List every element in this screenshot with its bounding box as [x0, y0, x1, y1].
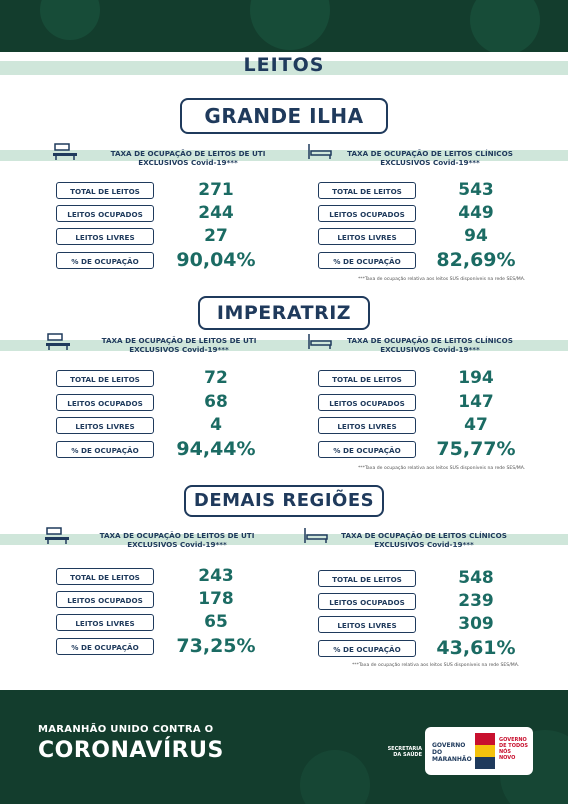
virus-decoration: [300, 750, 370, 804]
secretaria-label: SECRETARIA DA SAÚDE: [387, 746, 422, 758]
clinicos-ocupacao-value: 75,77%: [436, 438, 516, 460]
clinical-bed-icon: [308, 144, 332, 159]
row-label-livres: LEITOS LIVRES: [56, 614, 154, 631]
uti-total-value: 72: [204, 368, 228, 388]
title-bar: [0, 61, 568, 75]
category-bar: [0, 150, 568, 161]
row-label-livres: LEITOS LIVRES: [56, 417, 154, 434]
uti-livres-value: 4: [210, 415, 222, 435]
clinicos-ocupacao-value: 43,61%: [436, 637, 516, 659]
row-label-ocupados: LEITOS OCUPADOS: [56, 591, 154, 608]
row-label-ocupacao: % DE OCUPAÇÃO: [56, 252, 154, 269]
clinicos-total-value: 543: [458, 180, 494, 200]
row-label-total: TOTAL DE LEITOS: [56, 182, 154, 199]
uti-category-label: TAXA DE OCUPAÇÃO DE LEITOS DE UTI EXCLUS…: [110, 149, 266, 167]
row-label-ocupados: LEITOS OCUPADOS: [318, 205, 416, 222]
clinicos-total-value: 548: [458, 568, 494, 588]
uti-ocupados-value: 244: [198, 203, 234, 223]
row-label-livres: LEITOS LIVRES: [318, 228, 416, 245]
region-title: DEMAIS REGIÕES: [184, 485, 384, 517]
icu-bed-icon: [46, 333, 70, 350]
region-title: IMPERATRIZ: [198, 296, 370, 330]
clinical-bed-icon: [304, 528, 328, 543]
row-label-ocupacao: % DE OCUPAÇÃO: [318, 252, 416, 269]
clinicos-livres-value: 94: [464, 226, 488, 246]
row-label-ocupados: LEITOS OCUPADOS: [56, 205, 154, 222]
uti-ocupacao-value: 94,44%: [176, 438, 256, 460]
uti-total-value: 243: [198, 566, 234, 586]
clinicos-total-value: 194: [458, 368, 494, 388]
icu-bed-icon: [45, 527, 69, 544]
clinicos-livres-value: 47: [464, 415, 488, 435]
clinicos-ocupacao-value: 82,69%: [436, 249, 516, 271]
uti-ocupados-value: 178: [198, 589, 234, 609]
virus-decoration: [250, 0, 330, 50]
row-label-total: TOTAL DE LEITOS: [318, 370, 416, 387]
footnote: ***Taxa de ocupação relativa aos leitos …: [358, 277, 526, 282]
row-label-total: TOTAL DE LEITOS: [318, 182, 416, 199]
row-label-livres: LEITOS LIVRES: [56, 228, 154, 245]
maranhao-flag-icon: [475, 733, 495, 769]
row-label-ocupacao: % DE OCUPAÇÃO: [56, 441, 154, 458]
clinicos-category-label: TAXA DE OCUPAÇÃO DE LEITOS CLÍNICOS EXCL…: [347, 149, 513, 167]
clinicos-ocupados-value: 449: [458, 203, 494, 223]
row-label-total: TOTAL DE LEITOS: [56, 568, 154, 585]
clinicos-category-label: TAXA DE OCUPAÇÃO DE LEITOS CLÍNICOS EXCL…: [341, 531, 507, 549]
uti-ocupados-value: 68: [204, 392, 228, 412]
uti-livres-value: 27: [204, 226, 228, 246]
row-label-ocupados: LEITOS OCUPADOS: [318, 394, 416, 411]
row-label-ocupados: LEITOS OCUPADOS: [56, 394, 154, 411]
row-label-ocupacao: % DE OCUPAÇÃO: [318, 441, 416, 458]
tagline-text: GOVERNO DE TODOS NÓS NOVO: [499, 737, 528, 761]
row-label-livres: LEITOS LIVRES: [318, 616, 416, 633]
clinical-bed-icon: [308, 334, 332, 349]
footnote: ***Taxa de ocupação relativa aos leitos …: [352, 663, 520, 668]
governo-logo: GOVERNO DE TODOS NÓS NOVO: [425, 727, 533, 775]
virus-decoration: [40, 0, 100, 40]
category-bar: [0, 340, 568, 351]
uti-livres-value: 65: [204, 612, 228, 632]
uti-ocupacao-value: 90,04%: [176, 249, 256, 271]
header-band: [0, 0, 568, 52]
row-label-ocupacao: % DE OCUPAÇÃO: [56, 638, 154, 655]
governo-label: GOVERNO DO MARANHÃO: [432, 742, 472, 763]
uti-ocupacao-value: 73,25%: [176, 635, 256, 657]
uti-category-label: TAXA DE OCUPAÇÃO DE LEITOS DE UTI EXCLUS…: [99, 531, 255, 549]
footer-slogan: MARANHÃO UNIDO CONTRA O: [38, 724, 214, 735]
row-label-total: TOTAL DE LEITOS: [56, 370, 154, 387]
row-label-livres: LEITOS LIVRES: [318, 417, 416, 434]
row-label-ocupados: LEITOS OCUPADOS: [318, 593, 416, 610]
page-title: LEITOS: [243, 54, 325, 76]
row-label-ocupacao: % DE OCUPAÇÃO: [318, 640, 416, 657]
uti-category-label: TAXA DE OCUPAÇÃO DE LEITOS DE UTI EXCLUS…: [101, 336, 257, 354]
clinicos-livres-value: 309: [458, 614, 494, 634]
uti-total-value: 271: [198, 180, 234, 200]
clinicos-category-label: TAXA DE OCUPAÇÃO DE LEITOS CLÍNICOS EXCL…: [347, 336, 513, 354]
region-title: GRANDE ILHA: [180, 98, 388, 134]
category-bar: [0, 534, 568, 545]
row-label-total: TOTAL DE LEITOS: [318, 570, 416, 587]
icu-bed-icon: [53, 143, 77, 160]
footnote: ***Taxa de ocupação relativa aos leitos …: [358, 466, 526, 471]
clinicos-ocupados-value: 147: [458, 392, 494, 412]
footer-campaign: CORONAVÍRUS: [38, 738, 224, 763]
virus-decoration: [470, 0, 540, 52]
clinicos-ocupados-value: 239: [458, 591, 494, 611]
